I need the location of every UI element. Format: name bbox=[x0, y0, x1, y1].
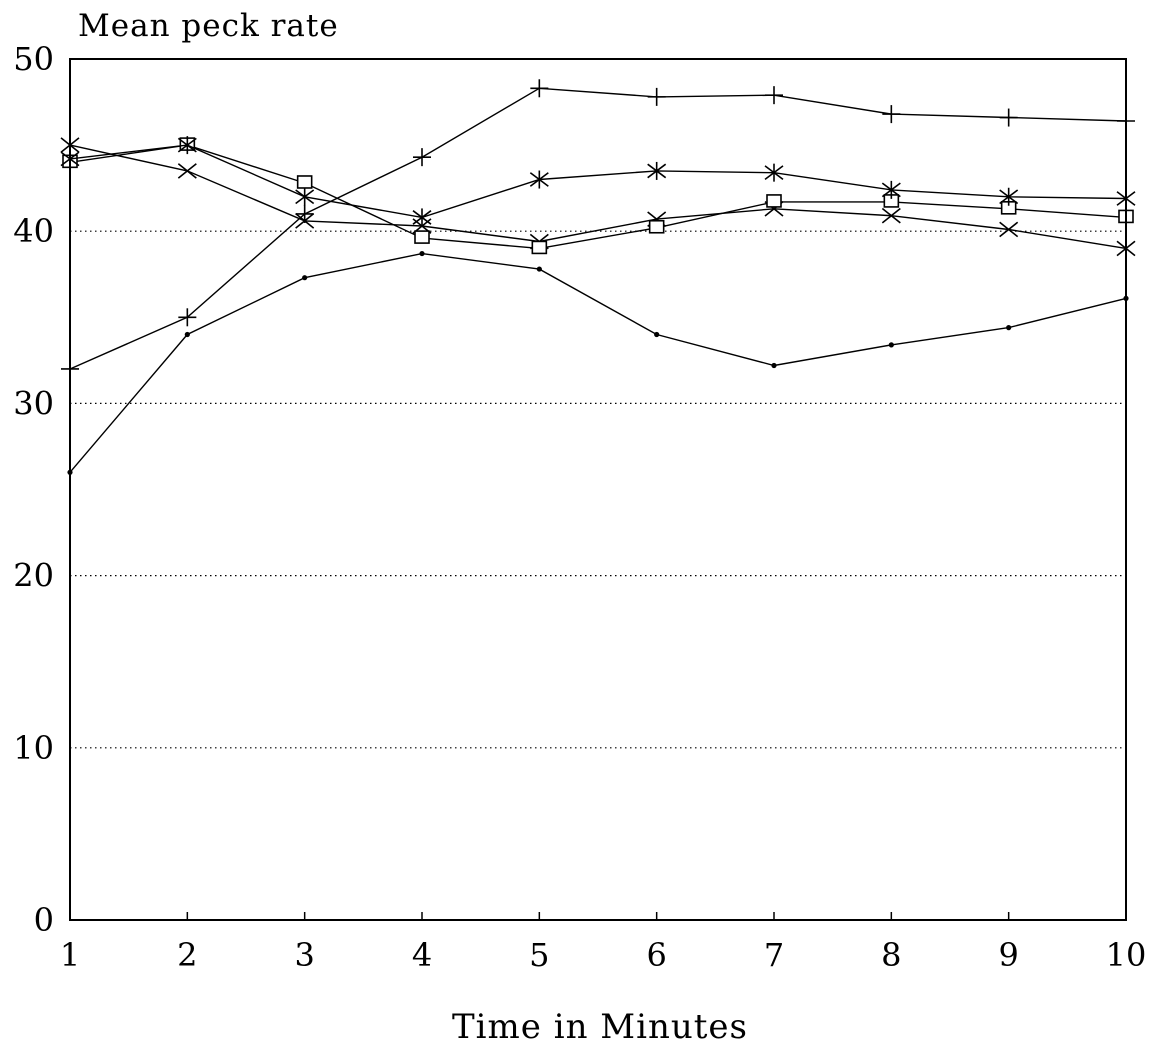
data-point bbox=[536, 266, 542, 272]
series-line-square bbox=[69, 144, 1127, 250]
data-point bbox=[882, 105, 901, 124]
series-line-asterisk bbox=[69, 144, 1127, 219]
x-tick-label: 10 bbox=[1106, 936, 1147, 974]
x-tick-label: 9 bbox=[998, 936, 1018, 974]
data-point bbox=[530, 79, 549, 98]
data-point bbox=[177, 163, 197, 179]
y-tick-label: 30 bbox=[13, 384, 54, 422]
y-tick-label: 40 bbox=[13, 212, 54, 250]
data-point bbox=[414, 230, 430, 244]
data-point bbox=[765, 86, 783, 105]
data-point bbox=[999, 187, 1019, 206]
data-point bbox=[647, 87, 666, 106]
data-point bbox=[648, 219, 665, 234]
data-point bbox=[999, 221, 1019, 238]
data-point bbox=[302, 275, 308, 281]
data-point bbox=[888, 342, 894, 348]
data-point bbox=[413, 148, 431, 167]
data-point bbox=[647, 161, 667, 180]
data-point bbox=[295, 213, 315, 229]
x-axis-label: Time in Minutes bbox=[452, 1007, 748, 1044]
x-tick-label: 5 bbox=[529, 936, 549, 974]
x-tick-label: 2 bbox=[177, 936, 197, 974]
data-point bbox=[296, 175, 313, 189]
x-tick-label: 7 bbox=[764, 936, 784, 974]
y-tick-label: 50 bbox=[13, 40, 54, 78]
x-tick-label: 6 bbox=[646, 936, 666, 974]
y-tick-label: 10 bbox=[13, 729, 54, 767]
x-tick-label: 1 bbox=[60, 936, 80, 974]
data-point bbox=[771, 362, 777, 369]
data-point bbox=[999, 108, 1018, 127]
x-tick-label: 3 bbox=[294, 936, 314, 974]
data-point bbox=[178, 308, 197, 327]
series-line-x bbox=[69, 144, 1127, 250]
data-point bbox=[295, 187, 315, 206]
data-point bbox=[764, 163, 784, 182]
data-point bbox=[531, 240, 548, 255]
chart-title: Mean peck rate bbox=[78, 8, 339, 44]
x-tick-label: 8 bbox=[881, 936, 901, 974]
series-line-dot bbox=[69, 252, 1127, 473]
x-tick-label: 4 bbox=[412, 936, 432, 974]
gridlines bbox=[70, 230, 1126, 749]
data-point bbox=[654, 331, 660, 338]
series-dot bbox=[67, 250, 1129, 475]
data-point bbox=[766, 194, 782, 208]
data-point bbox=[1006, 325, 1012, 331]
data-point bbox=[184, 331, 190, 338]
y-tick-label: 0 bbox=[34, 901, 54, 939]
data-point bbox=[529, 170, 549, 189]
data-point bbox=[881, 207, 901, 224]
y-tick-label: 20 bbox=[13, 557, 54, 595]
series-line-plus bbox=[69, 87, 1127, 370]
data-point bbox=[412, 208, 432, 227]
axis-ticks: 0 10 20 30 40 50 1 2 3 4 5 6 7 8 9 10 bbox=[13, 40, 1146, 974]
series-group bbox=[60, 79, 1136, 475]
plot-frame bbox=[69, 58, 1127, 921]
data-point bbox=[419, 250, 425, 257]
series-asterisk bbox=[60, 136, 1136, 227]
data-point bbox=[881, 180, 901, 199]
series-square bbox=[62, 137, 1134, 255]
data-point bbox=[177, 136, 197, 155]
